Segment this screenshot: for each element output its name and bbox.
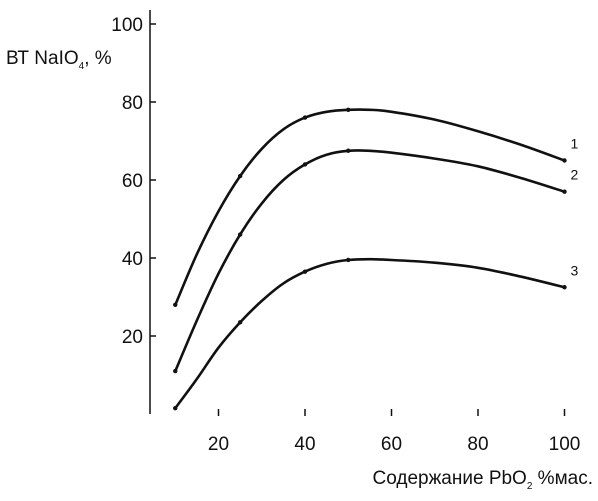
series-2-line	[174, 149, 566, 373]
x-tick-group: 20 40 60 80 100	[208, 409, 580, 455]
series-2-point	[237, 232, 243, 237]
x-tick-label: 80	[467, 434, 488, 455]
y-axis-title-subscript: 4	[79, 61, 85, 72]
y-axis-title: ВТ NaIO4, %	[6, 48, 112, 72]
series-3-line	[174, 257, 566, 410]
y-tick-label: 40	[122, 249, 143, 270]
y-axis-title-main: ВТ NaIO	[6, 48, 79, 69]
y-tick-label: 20	[122, 327, 143, 348]
y-tick-label: 100	[111, 15, 143, 36]
x-axis-title-suffix: %мас.	[532, 468, 593, 489]
series-2-point	[562, 189, 567, 194]
series-3: 3	[173, 257, 579, 411]
series-2-point	[302, 162, 308, 167]
series-1-point	[346, 107, 351, 113]
series-3-point	[173, 405, 178, 411]
x-tick-label: 100	[549, 434, 581, 455]
x-tick-label: 60	[381, 434, 402, 455]
series-3-label: 3	[571, 262, 579, 278]
series-2-label: 2	[571, 167, 579, 183]
series-1-point	[302, 115, 308, 120]
series-2-point	[173, 368, 178, 374]
series-1-line	[174, 108, 566, 307]
series-1-point	[173, 302, 178, 307]
series-1-point	[562, 158, 567, 163]
y-axis: 20 40 60 80 100	[111, 10, 156, 414]
y-axis-title-suffix: , %	[84, 48, 112, 69]
y-tick-label: 60	[122, 171, 143, 192]
x-axis-title: Содержание PbO2 %мас.	[373, 468, 594, 492]
x-axis-title-subscript: 2	[527, 481, 533, 492]
y-tick-group: 20 40 60 80 100	[111, 15, 156, 348]
series-3-point	[237, 320, 243, 325]
series-3-point	[302, 269, 308, 274]
x-axis: 20 40 60 80 100	[208, 409, 580, 455]
series-3-point	[562, 285, 567, 290]
x-tick-label: 40	[294, 434, 315, 455]
series-2: 2	[173, 148, 579, 374]
series-1-point	[237, 173, 243, 179]
series-1-label: 1	[571, 136, 579, 152]
series-2-point	[346, 148, 351, 153]
series-group: 1 2 3	[173, 107, 579, 411]
x-axis-title-main: Содержание PbO	[373, 468, 527, 489]
series-1: 1	[173, 107, 579, 307]
series-3-point	[346, 257, 351, 263]
x-tick-label: 20	[208, 434, 229, 455]
y-tick-label: 80	[122, 93, 143, 114]
